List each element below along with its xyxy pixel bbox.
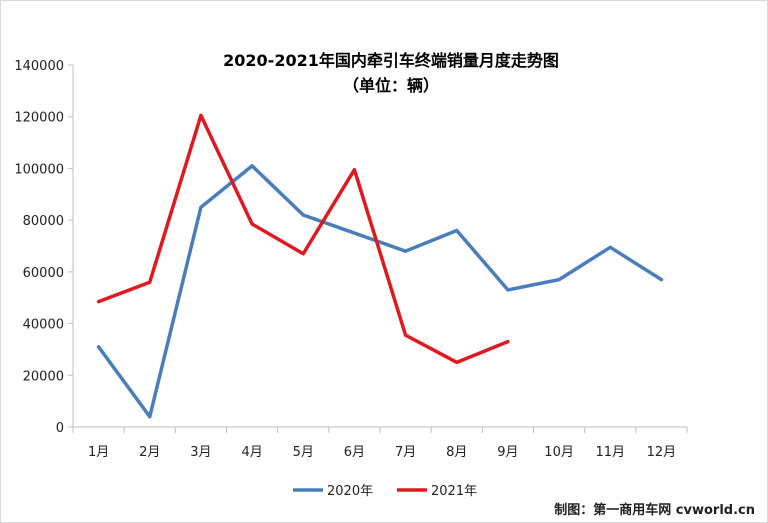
data-point <box>659 278 663 282</box>
y-tick-label: 60000 <box>23 266 64 281</box>
series-line-0 <box>96 164 664 419</box>
data-point <box>250 222 254 226</box>
legend-label: 2021年 <box>431 484 477 499</box>
x-tick-label: 9月 <box>497 445 518 460</box>
data-point <box>199 113 203 117</box>
x-tick-label: 5月 <box>293 445 314 460</box>
data-point <box>352 168 356 172</box>
data-point <box>148 415 152 419</box>
y-tick-label: 40000 <box>23 318 64 333</box>
data-point <box>506 288 510 292</box>
x-tick-label: 2月 <box>139 445 160 460</box>
x-tick-label: 8月 <box>446 445 467 460</box>
credit-text: 制图：第一商用车网 cvworld.cn <box>554 502 755 518</box>
y-tick-label: 80000 <box>23 214 64 229</box>
data-point <box>404 333 408 337</box>
y-tick-label: 120000 <box>14 111 64 126</box>
data-point <box>608 245 612 249</box>
data-point <box>97 300 101 304</box>
y-tick-label: 0 <box>56 421 64 436</box>
data-point <box>506 340 510 344</box>
data-point <box>250 164 254 168</box>
data-point <box>352 231 356 235</box>
data-point <box>557 278 561 282</box>
y-axis-ticks: 0 20000 40000 60000 80000 100000 120000 140000 <box>14 59 73 436</box>
x-tick-label: 7月 <box>395 445 416 460</box>
x-tick-label: 10月 <box>544 445 574 460</box>
x-tick-label: 12月 <box>647 445 677 460</box>
y-tick-label: 100000 <box>14 162 64 177</box>
data-point <box>301 213 305 217</box>
x-tick-label: 3月 <box>190 445 211 460</box>
chart-subtitle: （单位：辆） <box>343 76 439 95</box>
x-tick-label: 11月 <box>595 445 625 460</box>
x-tick-label: 6月 <box>344 445 365 460</box>
chart-title: 2020-2021年国内牵引车终端销量月度走势图 <box>223 51 559 70</box>
y-tick-label: 20000 <box>23 369 64 384</box>
series-line-1 <box>96 113 510 365</box>
data-point <box>404 249 408 253</box>
data-point <box>455 360 459 364</box>
x-axis-ticks: 1月 2月 3月 4月 5月 6月 7月 8月 9月 10月 11月 12月 <box>72 427 688 460</box>
x-tick-label: 1月 <box>88 445 109 460</box>
data-point <box>148 280 152 284</box>
series-layer <box>96 113 664 419</box>
x-tick-label: 4月 <box>241 445 262 460</box>
legend: 2020年 2021年 <box>293 484 477 499</box>
y-tick-label: 140000 <box>14 59 64 74</box>
legend-label: 2020年 <box>327 484 373 499</box>
data-point <box>455 228 459 232</box>
data-point <box>97 345 101 349</box>
data-point <box>301 252 305 256</box>
data-point <box>199 205 203 209</box>
